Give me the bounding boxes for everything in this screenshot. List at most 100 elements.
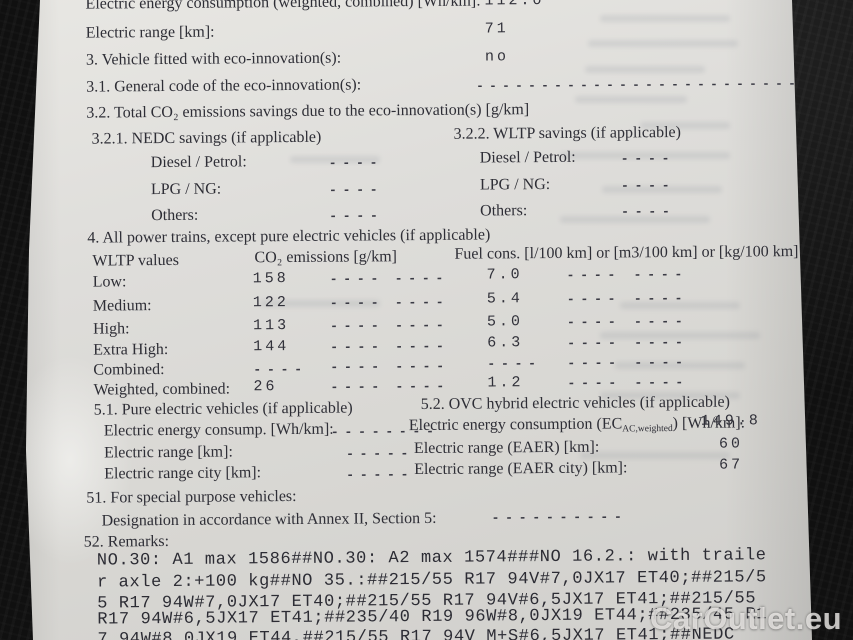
designation-label: Designation in accordance with Annex II,…	[101, 509, 437, 530]
electric-right-value: 149.8	[700, 412, 761, 430]
nedc-row-label: Diesel / Petrol:	[150, 153, 247, 172]
remarks-title: 52. Remarks:	[83, 532, 170, 551]
table-row-fuel: 6.3	[487, 334, 524, 352]
table-row-co2: 26	[253, 378, 278, 396]
field-label-general-code: 3.1. General code of the eco-innovation(…	[86, 76, 362, 96]
table-row-dashes: - - - -	[329, 318, 378, 334]
electric-right-label-subscript: AC,weighted	[622, 424, 673, 435]
electric-left-value: - - - - -	[346, 467, 408, 483]
field-value-general-code-dashes: - - - - - - - - - - - - - - - - - - - - …	[476, 76, 808, 94]
table-row-dashes: - - - -	[633, 290, 682, 307]
table-row-label: Medium:	[92, 297, 152, 315]
table-row-dashes: - - - -	[633, 313, 682, 330]
table-row-co2: 158	[252, 270, 289, 288]
table-row-dashes: - - - -	[567, 355, 616, 371]
bleed-through-mark	[560, 216, 710, 223]
field-value-electric-energy-weighted: 112.0	[484, 0, 545, 10]
nedc-row-value: - - - -	[328, 155, 377, 171]
table-row-dashes: - - - -	[394, 270, 443, 287]
table-row-dashes: - - - -	[567, 335, 615, 351]
pure-electric-title: 5.1. Pure electric vehicles (if applicab…	[93, 399, 353, 419]
ovc-hybrid-title: 5.2. OVC hybrid electric vehicles (if ap…	[420, 393, 730, 413]
table-row-fuel: 5.4	[486, 290, 523, 308]
special-purpose-title: 51. For special purpose vehicles:	[86, 487, 297, 507]
wltp-row-label: LPG / NG:	[479, 175, 551, 194]
wltp-savings-title: 3.2.2. WLTP savings (if applicable)	[453, 123, 681, 143]
field-label-eco-innovation: 3. Vehicle fitted with eco-innovation(s)…	[85, 49, 342, 69]
bleed-through-mark	[600, 392, 740, 399]
table-row-dashes: - - - -	[329, 295, 378, 311]
nedc-row-label: LPG / NG:	[150, 180, 222, 199]
nedc-row-label: Others:	[151, 206, 199, 225]
electric-right-label-text: Electric energy consumption (EC	[408, 415, 623, 435]
table-row-dashes: - - - -	[395, 358, 444, 375]
table-row-co2: - - - -	[253, 361, 302, 378]
wltp-row-label: Others:	[480, 202, 528, 220]
table-row-dashes: - - - -	[634, 374, 683, 391]
table-row-label: Extra High:	[93, 340, 169, 359]
electric-left-value: - - - - -	[345, 446, 408, 462]
table-row-dashes: - - - -	[567, 375, 616, 391]
table-row-co2: 122	[252, 294, 289, 312]
designation-value: - - - - - - - - - -	[491, 509, 621, 526]
bleed-through-mark	[615, 362, 745, 369]
wltp-row-value: - - - -	[620, 178, 669, 194]
table-row-fuel: 7.0	[486, 266, 523, 284]
field-label-total-co2-savings: 3.2. Total CO₂ emissions savings due to …	[86, 101, 530, 122]
field-value-eco-innovation: no	[484, 48, 510, 66]
bleed-through-mark	[602, 186, 722, 193]
bleed-through-mark	[588, 40, 738, 47]
power-trains-title: 4. All power trains, except pure electri…	[87, 226, 491, 247]
table-row-label: High:	[92, 320, 130, 338]
bleed-through-mark	[640, 122, 730, 129]
field-value-electric-range: 71	[484, 20, 509, 38]
bleed-through-mark	[575, 96, 687, 103]
bleed-through-mark	[600, 15, 730, 22]
table-row-dashes: - - - -	[395, 378, 444, 395]
bleed-through-mark	[290, 156, 380, 163]
table-row-dashes: - - - -	[395, 338, 443, 355]
nedc-row-value: - - - -	[329, 208, 377, 224]
remark-line: r axle 2:+100 kg##NO 35.:##215/55 R17 94…	[96, 568, 767, 593]
bleed-through-mark	[260, 300, 380, 307]
electric-right-label: Electric range (EAER city) [km]:	[414, 459, 628, 479]
electric-right-value: 67	[719, 456, 744, 474]
table-row-co2: 144	[253, 338, 290, 356]
table-row-dashes: - - - -	[566, 314, 615, 330]
electric-right-label: Electric energy consumption (ECAC,weight…	[409, 414, 745, 435]
bleed-through-mark	[600, 332, 760, 339]
table-row-dashes: - - - -	[566, 291, 615, 307]
field-label-electric-energy-weighted: Electric energy consumption (weighted, c…	[85, 0, 481, 13]
bleed-through-mark	[560, 152, 730, 159]
table-row-dashes: - - - -	[634, 354, 683, 371]
table-row-dashes: - - - -	[634, 334, 682, 351]
table-row-dashes: - - - -	[330, 379, 379, 395]
table-row-fuel: 1.2	[487, 374, 524, 392]
field-label-electric-range: Electric range [km]:	[85, 23, 215, 42]
electric-right-value: 60	[718, 435, 744, 453]
wltp-row-value: - - - -	[621, 204, 669, 220]
electric-left-label: Electric energy consump. [Wh/km]:	[103, 420, 334, 440]
remark-line: NO.30: A1 max 1586##NO.30: A2 max 1574##…	[96, 546, 767, 571]
table-header-wltp-values: WLTP values	[92, 251, 179, 270]
table-row-dashes: - - - -	[330, 339, 378, 355]
bleed-through-mark	[620, 302, 740, 309]
table-row-dashes: - - - -	[633, 266, 682, 283]
bleed-through-mark	[585, 66, 705, 73]
wltp-row-value: - - - -	[620, 151, 669, 167]
watermark: CarOutlet.eu	[650, 601, 843, 636]
table-row-fuel: - - - -	[487, 356, 536, 372]
table-row-label: Weighted, combined:	[93, 380, 231, 399]
wltp-row-label: Diesel / Petrol:	[479, 148, 576, 167]
table-row-co2: 113	[252, 317, 290, 335]
table-header-fuel: Fuel cons. [l/100 km] or [m3/100 km] or …	[454, 243, 799, 263]
table-row-dashes: - - - -	[394, 294, 443, 311]
nedc-row-value: - - - -	[328, 182, 377, 198]
table-row-label: Combined:	[93, 361, 165, 379]
table-header-co2: CO₂ emissions [g/km]	[254, 248, 398, 267]
electric-left-label: Electric range city [km]:	[104, 464, 262, 483]
table-row-label: Low:	[92, 273, 127, 291]
